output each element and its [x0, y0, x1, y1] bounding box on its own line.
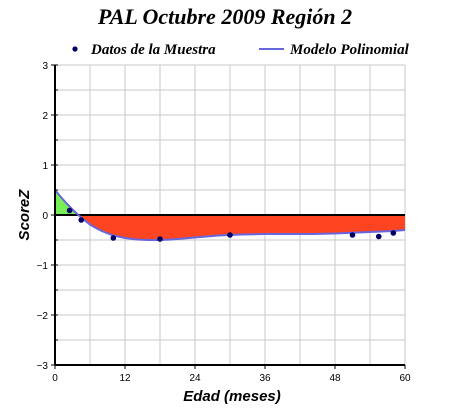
y-tick-label: −2 [37, 311, 49, 322]
data-point [110, 235, 117, 241]
legend-marker-scatter [72, 46, 78, 52]
y-tick-label: 0 [42, 211, 48, 222]
x-tick-label: 0 [52, 373, 58, 384]
data-point [157, 236, 163, 242]
data-point [78, 217, 85, 223]
tick-labels: 0 12 24 36 48 60 3 2 1 0 −1 −2 −3 [37, 61, 411, 384]
y-axis-label: ScoreZ [16, 189, 33, 241]
x-tick-label: 24 [189, 373, 201, 384]
y-tick-label: −3 [37, 361, 49, 372]
y-tick-label: 2 [42, 111, 48, 122]
legend-label-scatter: Datos de la Muestra [90, 42, 216, 58]
data-point [227, 232, 233, 238]
y-tick-label: −1 [37, 261, 49, 272]
y-tick-label: 1 [42, 161, 48, 172]
x-tick-label: 12 [119, 373, 131, 384]
chart-title: PAL Octubre 2009 Región 2 [97, 4, 352, 29]
x-tick-label: 48 [329, 373, 341, 384]
legend-label-line: Modelo Polinomial [289, 42, 410, 58]
data-point [375, 233, 382, 240]
x-axis-label: Edad (meses) [183, 388, 281, 405]
legend: Datos de la Muestra Modelo Polinomial [72, 42, 410, 58]
x-tick-label: 60 [399, 373, 411, 384]
data-point [349, 232, 356, 238]
data-point [66, 207, 73, 214]
y-tick-label: 3 [42, 61, 48, 72]
data-point [390, 230, 397, 236]
positive-area [55, 190, 79, 215]
data-points [66, 207, 397, 242]
x-tick-label: 36 [259, 373, 271, 384]
axes [51, 64, 406, 369]
